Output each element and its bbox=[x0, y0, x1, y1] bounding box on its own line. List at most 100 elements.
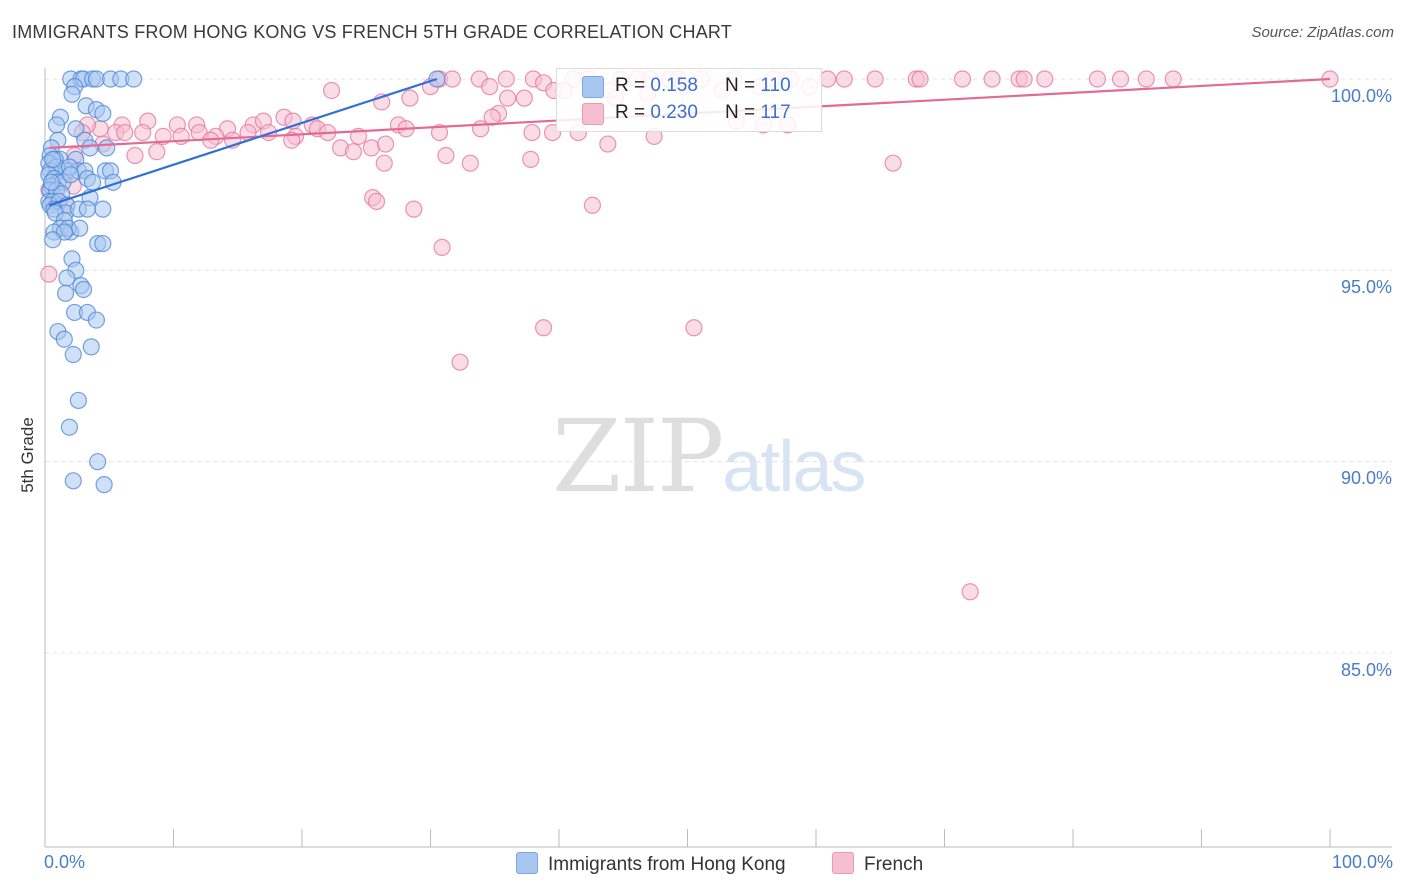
french-point bbox=[483, 108, 501, 126]
hong-kong-point bbox=[74, 280, 93, 299]
french-point bbox=[1111, 70, 1130, 88]
french-point bbox=[1036, 70, 1054, 88]
hong-kong-point bbox=[63, 85, 81, 103]
hong-kong-point bbox=[71, 219, 89, 237]
hong-kong-point bbox=[58, 269, 76, 287]
hong-kong-point bbox=[67, 120, 85, 138]
hong-kong-point bbox=[42, 173, 61, 191]
french-point bbox=[583, 196, 602, 214]
french-point bbox=[497, 70, 515, 88]
french-point bbox=[443, 70, 461, 88]
french-point bbox=[375, 154, 393, 172]
french-point bbox=[154, 127, 172, 145]
french-point bbox=[322, 81, 341, 100]
french-point bbox=[148, 143, 166, 161]
r-stat: R = 0.158 bbox=[615, 75, 698, 96]
source-label: Source: ZipAtlas.com bbox=[1251, 24, 1394, 41]
hong-kong-point bbox=[98, 139, 116, 157]
french-point bbox=[401, 89, 419, 107]
french-point bbox=[116, 123, 134, 142]
hong-kong-point bbox=[94, 234, 112, 253]
x-tick-label-min: 0.0% bbox=[44, 852, 86, 872]
hong-kong-point bbox=[64, 472, 82, 490]
hong-kong-swatch bbox=[582, 76, 604, 98]
legend-label-hong-kong: Immigrants from Hong Kong bbox=[548, 854, 786, 875]
hong-kong-point bbox=[82, 338, 100, 356]
french-point bbox=[362, 139, 380, 157]
hong-kong-point bbox=[69, 391, 88, 410]
french-point bbox=[961, 583, 979, 601]
french-point bbox=[405, 200, 423, 218]
hong-kong-point bbox=[78, 200, 97, 218]
legend-item-french[interactable]: French bbox=[832, 852, 923, 876]
hong-kong-point bbox=[62, 166, 80, 184]
hong-kong-legend-swatch bbox=[516, 852, 538, 874]
hong-kong-point bbox=[44, 150, 62, 168]
stats-legend: R = 0.158 N = 110 R = 0.230 N = 117 bbox=[556, 68, 822, 132]
french-point bbox=[437, 146, 455, 165]
hong-kong-trend-line bbox=[48, 77, 438, 207]
french-point bbox=[599, 135, 617, 153]
french-point bbox=[1015, 70, 1033, 88]
french-point bbox=[522, 150, 540, 168]
french-legend-swatch bbox=[832, 852, 854, 874]
french-point bbox=[983, 70, 1001, 88]
french-point bbox=[433, 238, 451, 256]
watermark-atlas: atlas bbox=[722, 427, 866, 507]
french-point bbox=[472, 120, 490, 138]
french-point bbox=[515, 89, 533, 107]
french-point bbox=[283, 131, 301, 149]
hong-kong-point bbox=[47, 116, 66, 134]
n-stat: N = 110 bbox=[725, 75, 791, 96]
hong-kong-point bbox=[55, 330, 73, 348]
hong-kong-point bbox=[81, 139, 99, 157]
french-point bbox=[884, 154, 902, 172]
french-point bbox=[481, 78, 499, 96]
hong-kong-point bbox=[94, 200, 112, 218]
x-tick-label-max: 100.0% bbox=[1331, 852, 1393, 872]
legend-item-hong-kong[interactable]: Immigrants from Hong Kong bbox=[516, 852, 786, 876]
french-point bbox=[866, 70, 884, 88]
legend-label-french: French bbox=[864, 854, 924, 875]
hong-kong-point bbox=[64, 345, 82, 364]
hong-kong-point bbox=[89, 453, 107, 471]
hong-kong-point bbox=[56, 284, 75, 302]
r-stat: R = 0.230 bbox=[615, 102, 698, 123]
french-point bbox=[430, 123, 449, 142]
watermark: ZIPatlas bbox=[552, 398, 866, 515]
french-point bbox=[534, 319, 553, 337]
hong-kong-point bbox=[94, 104, 112, 123]
y-tick-label-90: 90.0% bbox=[1340, 468, 1392, 488]
french-point bbox=[1137, 70, 1155, 88]
hong-kong-point bbox=[87, 311, 106, 329]
y-tick-label-100: 100.0% bbox=[1330, 86, 1392, 106]
french-point bbox=[376, 135, 395, 153]
french-point bbox=[499, 89, 517, 107]
french-point bbox=[685, 319, 703, 337]
chart-title: IMMIGRANTS FROM HONG KONG VS FRENCH 5TH … bbox=[12, 22, 732, 42]
hong-kong-point bbox=[95, 476, 113, 494]
french-point bbox=[1164, 70, 1182, 88]
n-stat: N = 117 bbox=[725, 102, 791, 123]
watermark-zip: ZIP bbox=[552, 398, 724, 515]
hong-kong-point bbox=[60, 418, 79, 436]
french-swatch bbox=[582, 103, 604, 125]
french-point bbox=[1088, 70, 1107, 88]
french-point bbox=[953, 70, 972, 88]
french-point bbox=[451, 353, 469, 371]
french-point bbox=[911, 70, 929, 88]
hong-kong-point bbox=[83, 173, 102, 191]
french-point bbox=[835, 70, 853, 88]
french-point bbox=[40, 265, 58, 283]
french-point bbox=[367, 192, 386, 211]
french-point bbox=[344, 143, 362, 161]
french-point bbox=[134, 123, 152, 142]
french-point bbox=[126, 146, 144, 165]
y-tick-label-95: 95.0% bbox=[1340, 277, 1392, 297]
french-point bbox=[523, 123, 541, 142]
hong-kong-point bbox=[44, 231, 62, 249]
y-tick-label-85: 85.0% bbox=[1340, 660, 1392, 680]
french-point bbox=[461, 154, 479, 172]
hong-kong-point bbox=[125, 70, 143, 88]
